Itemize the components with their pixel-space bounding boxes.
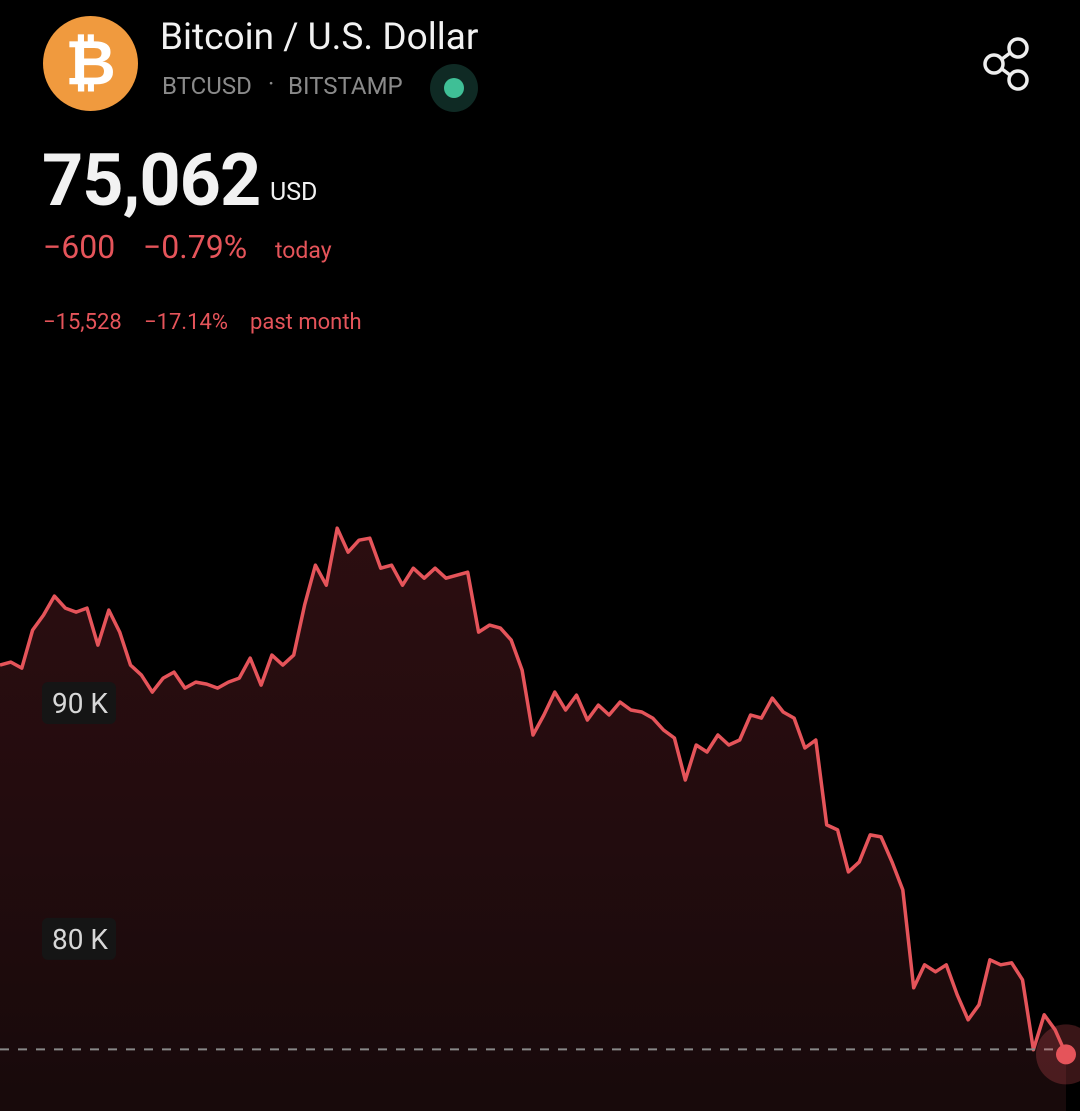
title: Bitcoin / U.S. Dollar bbox=[160, 16, 479, 59]
today-percent: −0.79% bbox=[143, 228, 248, 266]
month-change: −15,528 bbox=[43, 310, 122, 335]
y-tick-label: 90 K bbox=[52, 687, 108, 720]
y-tick-bg bbox=[42, 917, 116, 960]
currency: USD bbox=[270, 178, 318, 207]
exchange: BITSTAMP bbox=[288, 72, 403, 100]
separator: · bbox=[268, 70, 275, 98]
price: 75,062 bbox=[42, 138, 261, 223]
share-icon[interactable] bbox=[983, 37, 1029, 91]
area bbox=[0, 528, 1066, 1111]
logo: ₿ bbox=[43, 16, 138, 111]
y-tick-bg bbox=[42, 682, 116, 725]
today-label: today bbox=[275, 237, 332, 264]
month-percent: −17.14% bbox=[144, 310, 228, 335]
end-dot bbox=[1056, 1044, 1076, 1065]
today-change: −600 bbox=[43, 228, 116, 266]
month-label: past month bbox=[250, 310, 362, 335]
line bbox=[0, 526, 1068, 1056]
y-tick-label: 80 K bbox=[52, 923, 108, 956]
status-dot bbox=[430, 64, 478, 112]
symbol: BTCUSD bbox=[162, 72, 252, 100]
